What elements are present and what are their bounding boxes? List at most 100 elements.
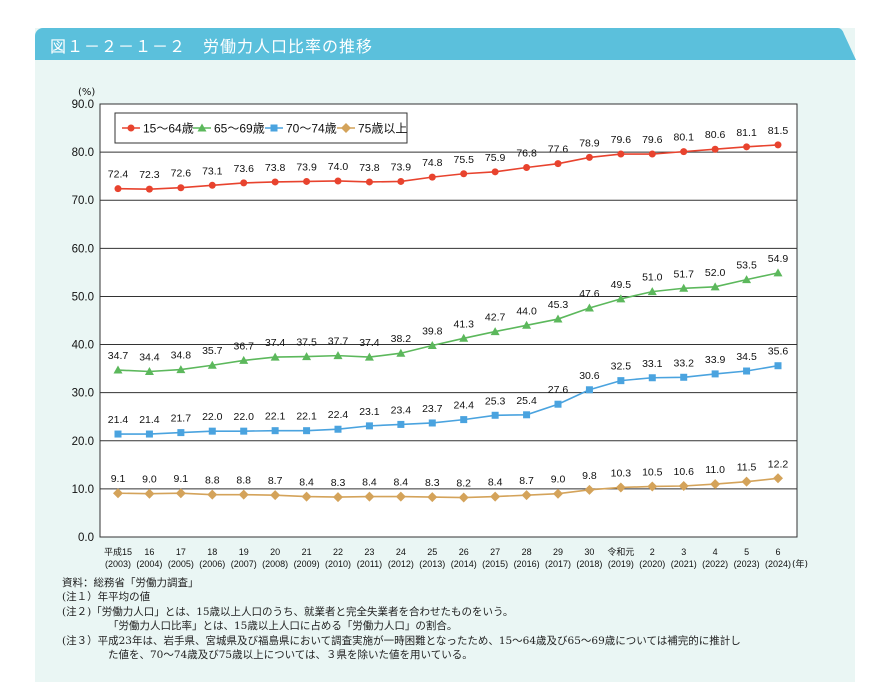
data-point-square bbox=[523, 411, 531, 419]
x-tick-label: 26 bbox=[459, 547, 469, 557]
data-label: 37.7 bbox=[328, 336, 349, 348]
note-3-cont: た値を、70～74歳及び75歳以上については、３県を除いた値を用いている。 bbox=[108, 649, 473, 662]
data-point-diamond bbox=[678, 481, 689, 492]
legend-label: 75歳以上 bbox=[358, 122, 407, 136]
data-point-triangle bbox=[176, 365, 186, 374]
y-tick-label: 90.0 bbox=[72, 99, 94, 111]
data-point-square bbox=[397, 420, 405, 428]
data-label: 79.6 bbox=[611, 134, 632, 146]
data-point-diamond bbox=[647, 481, 658, 492]
data-label: 34.5 bbox=[736, 351, 757, 363]
x-tick-year: (2006) bbox=[199, 559, 225, 569]
x-tick-year: (2004) bbox=[136, 559, 162, 569]
data-label: 52.0 bbox=[705, 267, 726, 279]
data-label: 34.4 bbox=[139, 351, 160, 363]
data-label: 39.8 bbox=[422, 326, 443, 338]
data-point-diamond bbox=[395, 491, 406, 502]
title-bar bbox=[35, 28, 835, 60]
data-label: 73.9 bbox=[391, 161, 412, 173]
data-label: 75.9 bbox=[485, 152, 506, 164]
data-point-diamond bbox=[113, 488, 123, 499]
data-point-triangle bbox=[584, 303, 594, 312]
figure-title: 図１－２－１－２ 労働力人口比率の推移 bbox=[50, 37, 374, 56]
data-label: 80.1 bbox=[673, 132, 694, 144]
data-label: 51.0 bbox=[642, 272, 663, 284]
data-point-diamond bbox=[458, 492, 469, 503]
data-point-circle bbox=[334, 177, 342, 185]
x-tick-label: 28 bbox=[522, 547, 532, 557]
data-label: 8.7 bbox=[519, 475, 534, 487]
data-point-diamond bbox=[490, 491, 501, 502]
note-1: (注１）年平均の値 bbox=[62, 591, 151, 604]
data-label: 81.5 bbox=[768, 125, 789, 137]
data-label: 34.8 bbox=[171, 350, 192, 362]
y-tick-label: 0.0 bbox=[78, 532, 94, 544]
data-label: 23.4 bbox=[391, 404, 412, 416]
data-label: 79.6 bbox=[642, 134, 663, 146]
x-tick-label: 25 bbox=[427, 547, 437, 557]
y-tick-label: 50.0 bbox=[72, 291, 94, 303]
data-point-square bbox=[365, 422, 373, 430]
data-point-square bbox=[271, 427, 279, 435]
note-3: (注３）平成23年は、岩手県、宮城県及び福島県において調査実施が一時困難となった… bbox=[62, 634, 741, 647]
data-label: 10.6 bbox=[673, 466, 694, 478]
data-label: 9.8 bbox=[582, 470, 597, 482]
x-tick-label: 平成15 bbox=[104, 546, 132, 557]
x-tick-label: 20 bbox=[270, 547, 280, 557]
x-tick-year: (2017) bbox=[545, 559, 571, 569]
data-point-square bbox=[774, 362, 782, 370]
data-point-circle bbox=[114, 185, 122, 193]
data-point-circle bbox=[617, 150, 625, 158]
data-point-triangle bbox=[553, 314, 563, 323]
x-tick-label: 2 bbox=[650, 547, 655, 557]
data-point-triangle bbox=[270, 352, 280, 361]
data-point-circle bbox=[127, 124, 135, 132]
x-tick-year: (2003) bbox=[105, 559, 131, 569]
data-label: 78.9 bbox=[579, 137, 600, 149]
data-label: 25.4 bbox=[516, 395, 537, 407]
data-point-diamond bbox=[238, 489, 249, 500]
data-label: 72.6 bbox=[171, 168, 192, 180]
data-label: 77.6 bbox=[548, 144, 569, 156]
x-tick-year: (2024) bbox=[765, 559, 791, 569]
data-label: 22.1 bbox=[296, 411, 317, 423]
data-point-circle bbox=[177, 184, 185, 192]
data-label: 76.8 bbox=[516, 148, 537, 160]
data-label: 24.4 bbox=[453, 400, 474, 412]
data-label: 72.4 bbox=[108, 169, 129, 181]
x-tick-label: 17 bbox=[176, 547, 186, 557]
x-tick-year: (2012) bbox=[388, 559, 414, 569]
data-point-circle bbox=[303, 177, 311, 185]
x-tick-label: 3 bbox=[681, 547, 686, 557]
data-point-circle bbox=[145, 185, 153, 193]
x-tick-label: 16 bbox=[144, 547, 154, 557]
data-label: 74.0 bbox=[328, 161, 349, 173]
data-point-triangle bbox=[197, 123, 207, 132]
data-point-diamond bbox=[364, 491, 375, 502]
data-point-diamond bbox=[521, 490, 532, 501]
x-tick-year: (2023) bbox=[734, 559, 760, 569]
data-label: 34.7 bbox=[108, 350, 129, 362]
x-tick-year: (2007) bbox=[231, 559, 257, 569]
data-point-diamond bbox=[270, 490, 281, 501]
x-tick-label: 19 bbox=[239, 547, 249, 557]
data-label: 9.0 bbox=[551, 474, 566, 486]
note-2: (注２)「労働力人口」とは、15歳以上人口のうち、就業者と完全失業者を合わせたも… bbox=[62, 605, 514, 618]
data-point-triangle bbox=[616, 294, 626, 303]
data-point-diamond bbox=[207, 489, 218, 500]
data-point-triangle bbox=[113, 365, 123, 374]
x-axis-unit: (年) bbox=[792, 558, 808, 570]
data-label: 12.2 bbox=[768, 458, 789, 470]
data-point-triangle bbox=[302, 352, 312, 361]
y-tick-label: 60.0 bbox=[72, 243, 94, 255]
data-point-square bbox=[208, 427, 216, 435]
data-point-triangle bbox=[239, 355, 249, 364]
data-label: 35.6 bbox=[768, 346, 789, 358]
data-label: 44.0 bbox=[516, 305, 537, 317]
note-2-cont: 「労働力人口比率」とは、15歳以上人口に占める「労働力人口」の割合。 bbox=[108, 620, 458, 633]
data-label: 21.4 bbox=[108, 414, 129, 426]
y-tick-label: 30.0 bbox=[72, 388, 94, 400]
data-label: 72.3 bbox=[139, 169, 160, 181]
data-label: 80.6 bbox=[705, 129, 726, 141]
data-point-circle bbox=[397, 177, 405, 185]
